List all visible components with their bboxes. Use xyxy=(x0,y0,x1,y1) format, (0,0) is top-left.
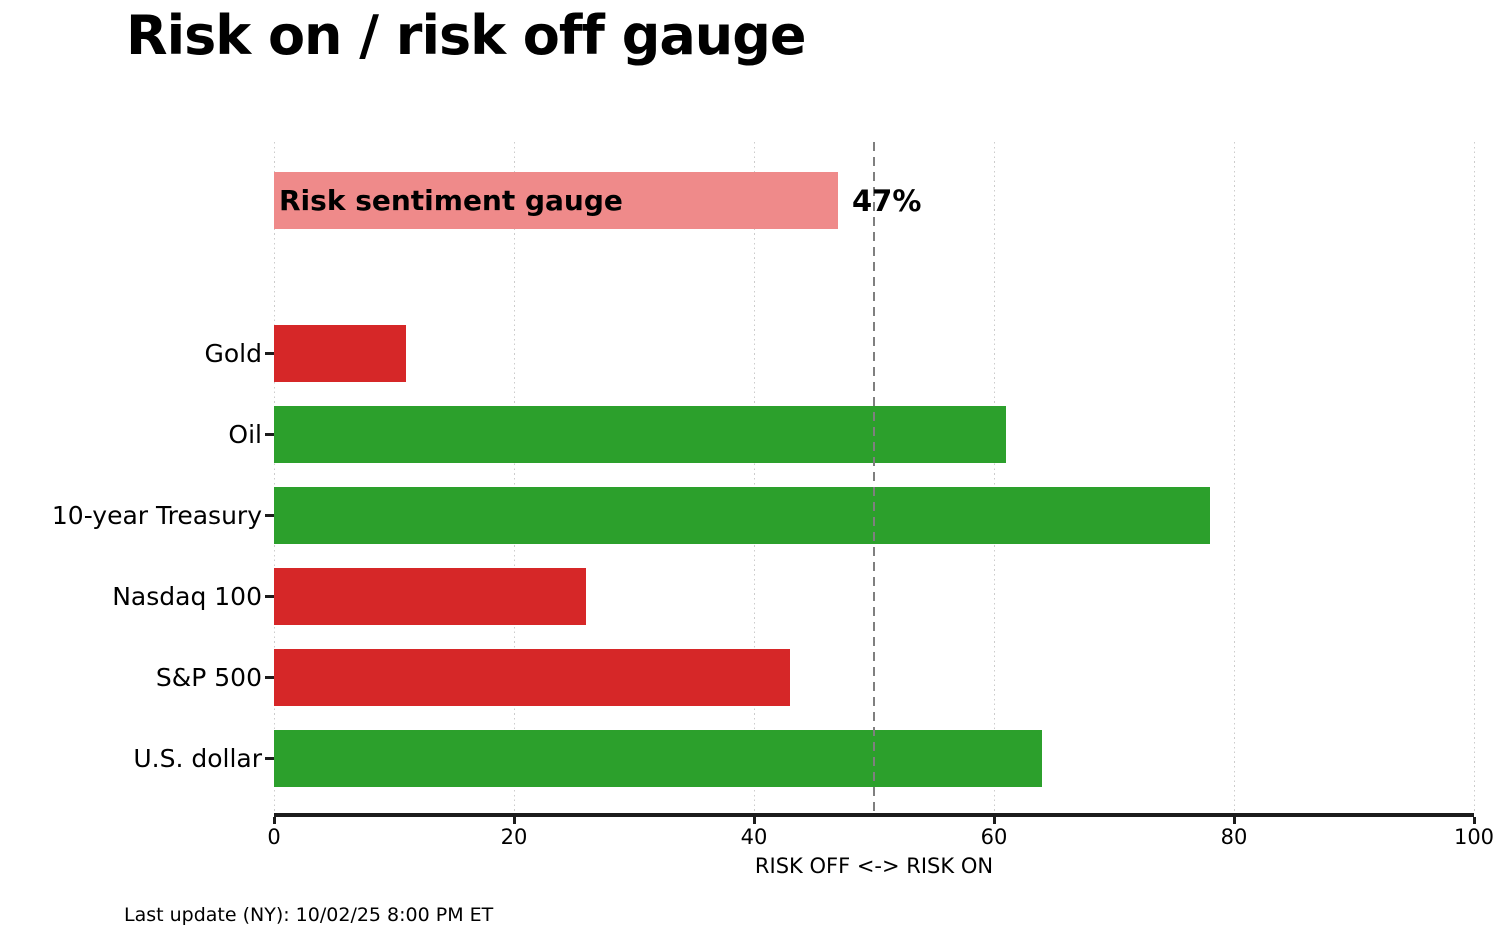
category-label-oil: Oil xyxy=(228,420,262,449)
chart-title: Risk on / risk off gauge xyxy=(126,4,807,67)
gridline-x60 xyxy=(993,142,995,813)
x-axis-label: RISK OFF <-> RISK ON xyxy=(754,854,994,878)
bar-oil xyxy=(274,406,1006,463)
x-tick-20 xyxy=(512,817,516,824)
x-tick-label-0: 0 xyxy=(267,825,281,849)
y-tick-nasdaq-100 xyxy=(265,595,274,598)
last-update-note: Last update (NY): 10/02/25 8:00 PM ET xyxy=(124,904,494,926)
x-tick-label-60: 60 xyxy=(980,825,1008,849)
gridline-x100 xyxy=(1473,142,1475,813)
category-label-u-s-dollar: U.S. dollar xyxy=(133,744,262,773)
x-tick-80 xyxy=(1232,817,1236,824)
y-tick-10-year-treasury xyxy=(265,514,274,517)
x-tick-0 xyxy=(272,817,276,824)
gauge-bar: Risk sentiment gauge xyxy=(274,172,838,229)
x-tick-60 xyxy=(992,817,996,824)
gauge-value-label: 47% xyxy=(852,183,922,218)
x-tick-40 xyxy=(752,817,756,824)
gridline-x80 xyxy=(1233,142,1235,813)
y-tick-oil xyxy=(265,433,274,436)
gauge-bar-label: Risk sentiment gauge xyxy=(279,184,623,217)
category-label-nasdaq-100: Nasdaq 100 xyxy=(112,582,262,611)
bar-u-s-dollar xyxy=(274,730,1042,787)
gridline-x0 xyxy=(273,142,275,813)
gridline-x20 xyxy=(513,142,515,813)
x-tick-100 xyxy=(1472,817,1476,824)
plot-area: Risk sentiment gauge 47% xyxy=(273,142,1475,817)
category-label-10-year-treasury: 10-year Treasury xyxy=(51,501,262,530)
x-tick-label-100: 100 xyxy=(1453,825,1495,849)
bar-s-p-500 xyxy=(274,649,790,706)
bar-gold xyxy=(274,325,406,382)
y-tick-u-s-dollar xyxy=(265,757,274,760)
y-tick-gold xyxy=(265,352,274,355)
x-tick-label-20: 20 xyxy=(500,825,528,849)
x-tick-label-80: 80 xyxy=(1220,825,1248,849)
x-tick-label-40: 40 xyxy=(740,825,768,849)
bar-10-year-treasury xyxy=(274,487,1210,544)
category-label-gold: Gold xyxy=(204,339,262,368)
gridline-x40 xyxy=(753,142,755,813)
category-axis-labels: Gold Oil 10-year Treasury Nasdaq 100 S&P 500… xyxy=(0,142,262,813)
reference-line-50 xyxy=(873,142,875,813)
category-label-s-p-500: S&P 500 xyxy=(155,663,262,692)
bar-nasdaq-100 xyxy=(274,568,586,625)
y-tick-s-p-500 xyxy=(265,676,274,679)
